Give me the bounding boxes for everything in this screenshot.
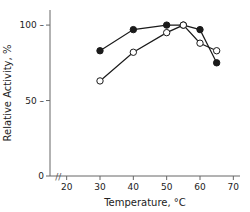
y-tick [46,100,50,101]
open-marker [130,49,136,55]
filled-marker [197,26,203,32]
filled-marker [97,48,103,54]
x-label: Temperature, °C [103,197,186,208]
x-tick [200,176,201,180]
x-tick [233,176,234,180]
x-tick [166,176,167,180]
chart: 20 30 40 50 60 70 0 50 – 100 – // Temperature, °C R… [0,0,250,212]
y-tick [46,25,50,26]
filled-marker [130,26,136,32]
x-tick [133,176,134,180]
y-tick [46,176,50,177]
x-axis [50,176,240,177]
x-tick [66,176,67,180]
series-line [100,25,217,81]
annotation: // [55,172,62,182]
plot-area [97,22,220,84]
filled-marker [213,60,219,66]
open-marker [97,78,103,84]
filled-marker [163,22,169,28]
y-tick-label: 50 – [25,96,44,106]
y-label: Relative Activity, % [2,45,13,142]
x-tick-label: 50 [161,182,173,192]
y-tick-label: 100 – [19,20,44,30]
y-axis [50,10,51,176]
x-tick-label: 20 [61,182,73,192]
open-marker [163,29,169,35]
x-tick-label: 70 [228,182,240,192]
x-tick-label: 60 [194,182,206,192]
series-line [100,25,217,63]
y-tick-label: 0 [38,171,44,181]
x-tick-label: 30 [94,182,106,192]
open-marker [197,40,203,46]
open-marker [213,48,219,54]
open-marker [180,22,186,28]
x-tick [100,176,101,180]
filled-marker [180,22,186,28]
x-tick-label: 40 [128,182,140,192]
